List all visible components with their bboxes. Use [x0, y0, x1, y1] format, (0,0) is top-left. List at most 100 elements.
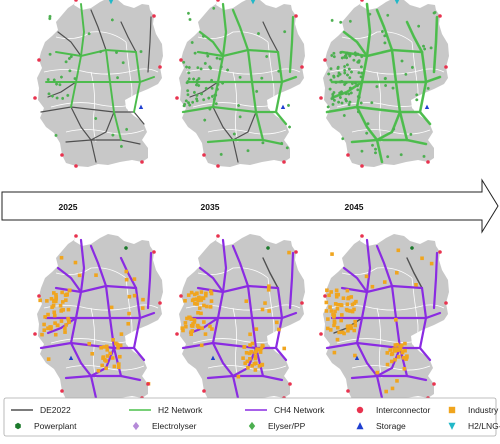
- elyser-pp-marker: [197, 77, 201, 81]
- industry-marker: [58, 303, 63, 308]
- map-panel-h2-2035: [175, 0, 305, 168]
- interconnector-marker: [37, 294, 41, 298]
- elyser-pp-marker: [111, 18, 114, 22]
- industry-marker: [346, 324, 350, 329]
- industry-marker: [42, 322, 46, 327]
- interconnector-marker: [438, 250, 442, 254]
- industry-marker: [335, 325, 340, 330]
- interconnector-marker: [74, 164, 78, 168]
- elyser-pp-marker: [232, 132, 236, 136]
- elyser-pp-marker: [342, 113, 346, 118]
- industry-marker: [244, 299, 249, 303]
- industry-marker: [105, 354, 110, 358]
- industry-marker: [189, 332, 194, 336]
- elyser-pp-marker: [346, 63, 349, 67]
- interconnector-marker: [294, 14, 298, 18]
- elyser-pp-marker: [183, 102, 186, 106]
- industry-marker: [53, 332, 58, 337]
- elyser-pp-marker: [58, 83, 62, 87]
- elyser-pp-marker: [359, 75, 363, 79]
- legend-storage-label: Storage: [376, 421, 406, 431]
- industry-marker: [52, 310, 57, 315]
- elyser-pp-marker: [331, 102, 335, 106]
- elyser-pp-marker: [354, 81, 357, 85]
- industry-marker: [402, 366, 407, 371]
- industry-marker: [353, 323, 358, 328]
- interconnector-marker: [300, 301, 304, 305]
- industry-marker: [199, 311, 203, 316]
- elyser-pp-marker: [433, 10, 437, 15]
- interconnector-marker: [33, 332, 37, 336]
- elyser-pp-marker: [339, 20, 343, 24]
- industry-marker: [51, 303, 56, 308]
- elyser-pp-marker: [191, 100, 194, 104]
- industry-marker: [333, 309, 337, 314]
- industry-marker: [63, 330, 67, 334]
- industry-marker: [339, 318, 343, 323]
- industry-marker: [192, 292, 197, 297]
- industry-marker: [42, 328, 47, 332]
- legend-ch4-label: CH4 Network: [274, 405, 325, 415]
- elyser-pp-marker: [383, 41, 387, 45]
- industry-marker: [324, 300, 329, 305]
- elyser-pp-marker: [64, 60, 68, 64]
- industry-marker: [248, 356, 252, 361]
- industry-marker: [325, 326, 330, 331]
- elyser-pp-marker: [371, 143, 374, 147]
- elyser-pp-marker: [356, 95, 360, 99]
- industry-marker: [116, 345, 120, 350]
- industry-marker: [403, 348, 407, 353]
- industry-marker: [61, 308, 65, 312]
- industry-marker: [67, 320, 71, 325]
- legend-elyser_pp-symbol: [248, 421, 256, 431]
- industry-marker: [385, 362, 390, 367]
- elyser-pp-marker: [69, 55, 73, 59]
- industry-marker: [370, 284, 375, 289]
- industry-marker: [115, 342, 120, 347]
- industry-marker: [105, 348, 110, 352]
- industry-marker: [94, 273, 98, 277]
- elyser-pp-marker: [202, 34, 205, 38]
- industry-marker: [395, 379, 399, 383]
- interconnector-marker: [360, 0, 364, 2]
- interconnector-marker: [74, 0, 78, 2]
- interconnector-marker: [152, 14, 156, 18]
- elyser-pp-marker: [360, 65, 363, 69]
- elyser-pp-marker: [121, 61, 125, 65]
- interconnector-marker: [346, 389, 350, 393]
- elyser-pp-marker: [330, 53, 334, 58]
- industry-marker: [258, 350, 263, 354]
- elyser-pp-marker: [359, 101, 363, 105]
- industry-marker: [246, 365, 250, 370]
- elyser-pp-marker: [187, 11, 190, 15]
- elyser-pp-marker: [193, 51, 197, 55]
- elyser-pp-marker: [350, 70, 353, 74]
- industry-marker: [401, 355, 406, 360]
- industry-marker: [46, 312, 50, 317]
- industry-marker: [65, 293, 69, 297]
- interconnector-marker: [426, 160, 430, 164]
- industry-marker: [393, 343, 398, 347]
- powerplant-marker: [410, 246, 414, 250]
- elyser-pp-marker: [334, 80, 338, 84]
- industry-marker: [54, 292, 58, 297]
- industry-marker: [118, 354, 122, 359]
- industry-marker: [260, 307, 265, 312]
- elyser-pp-marker: [200, 92, 203, 96]
- industry-marker: [340, 330, 345, 335]
- industry-marker: [260, 343, 265, 348]
- legend-interconnector-symbol: [356, 406, 364, 414]
- industry-marker: [38, 298, 42, 303]
- industry-marker: [199, 290, 204, 294]
- industry-marker: [208, 305, 213, 309]
- elyser-pp-marker: [356, 88, 360, 92]
- interconnector-marker: [37, 58, 41, 62]
- industry-marker: [112, 364, 117, 369]
- industry-marker: [189, 317, 193, 321]
- industry-marker: [53, 299, 58, 304]
- elyser-pp-marker: [196, 66, 200, 70]
- industry-marker: [404, 357, 408, 361]
- storage-marker: [280, 104, 286, 109]
- elyser-pp-marker: [195, 99, 199, 103]
- elyser-pp-marker: [422, 44, 425, 48]
